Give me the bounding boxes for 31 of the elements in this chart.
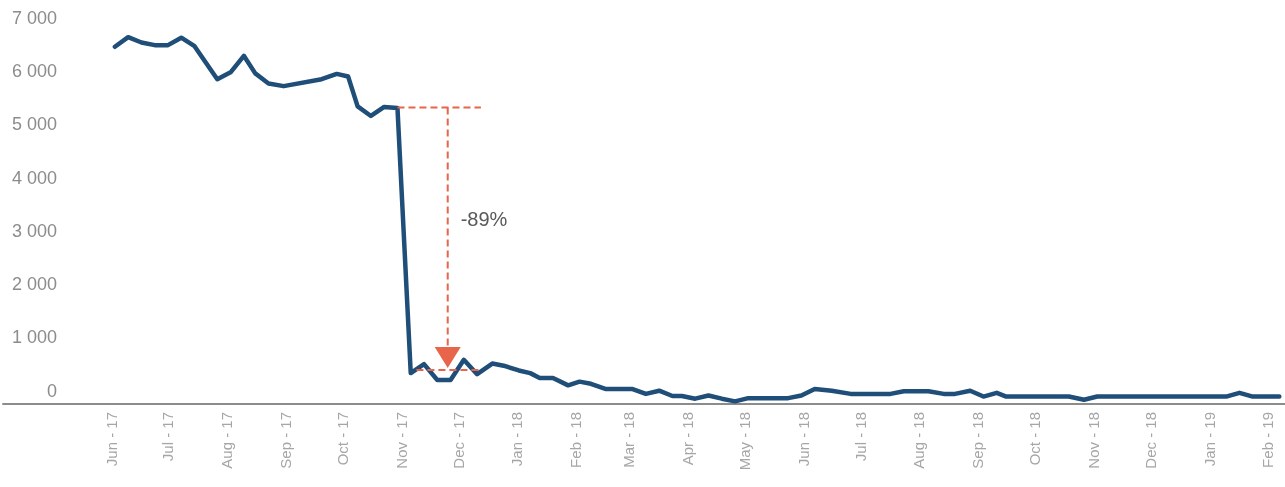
y-tick-label: 0 <box>46 380 57 401</box>
x-tick-label: Mar - 18 <box>620 412 638 468</box>
annotation: -89% <box>460 207 508 230</box>
x-tick-label: Aug - 18 <box>910 412 928 469</box>
x-tick-label: Oct - 17 <box>333 412 351 466</box>
y-tick-label: 4 000 <box>11 167 57 188</box>
x-tick-label: Dec - 17 <box>449 412 467 469</box>
x-tick-label: Feb - 19 <box>1259 412 1277 468</box>
y-tick-label: 5 000 <box>11 114 57 135</box>
x-tick-label: Jul - 18 <box>851 412 869 462</box>
x-tick-label: Jun - 18 <box>794 412 812 467</box>
y-tick-label: 1 000 <box>11 327 57 348</box>
x-tick-label: Oct - 18 <box>1026 412 1044 466</box>
x-tick-label: Feb - 18 <box>567 412 585 468</box>
x-tick-label: Nov - 18 <box>1084 412 1102 469</box>
x-tick-label: Apr - 18 <box>679 412 697 466</box>
x-tick-label: Jan - 18 <box>508 412 526 467</box>
y-tick-label: 3 000 <box>11 220 57 241</box>
x-tick-label: Sep - 18 <box>969 412 987 469</box>
x-tick-label: Nov - 17 <box>392 412 410 469</box>
x-tick-label: May - 18 <box>736 412 754 471</box>
x-tick-label: Jun - 17 <box>102 412 120 467</box>
x-tick-label: Sep - 17 <box>277 412 295 469</box>
x-tick-label: Jul - 17 <box>159 412 177 462</box>
y-tick-label: 2 000 <box>11 274 57 295</box>
x-tick-label: Aug - 17 <box>218 412 236 469</box>
x-tick-label: Dec - 18 <box>1141 412 1159 469</box>
y-tick-label: 6 000 <box>11 61 57 82</box>
line-series <box>112 34 1282 404</box>
y-tick-label: 7 000 <box>11 8 57 28</box>
x-tick-label: Jan - 19 <box>1200 412 1218 467</box>
